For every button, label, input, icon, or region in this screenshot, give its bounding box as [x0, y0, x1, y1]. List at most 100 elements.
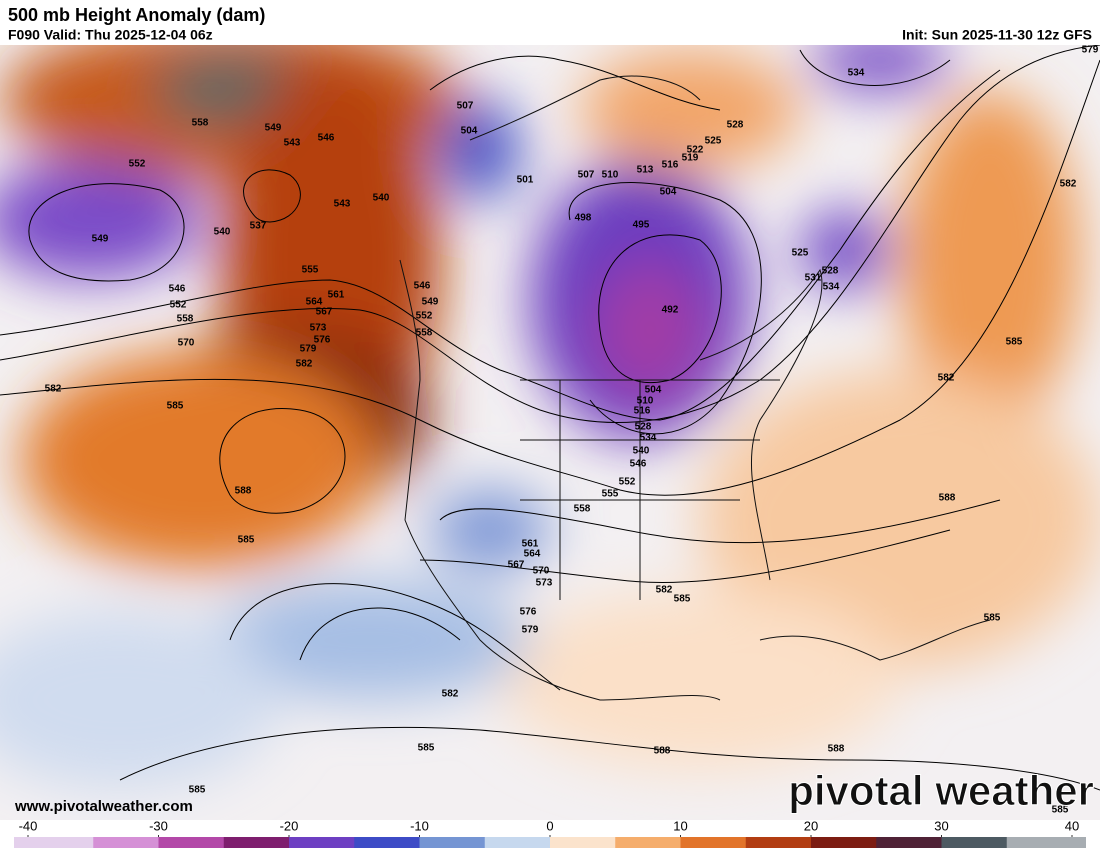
contour-label: 507 [457, 101, 474, 112]
contour-label: 528 [822, 266, 839, 277]
contour-label: 540 [633, 446, 650, 457]
colorbar-swatch [941, 837, 1008, 848]
logo: pivotal weather [788, 767, 1094, 814]
contour-label: 504 [660, 187, 677, 198]
contour-label: 525 [792, 248, 809, 259]
contour-label: 549 [422, 297, 439, 308]
contour-label: 585 [418, 743, 435, 754]
contour-label: 492 [662, 305, 679, 316]
contour-label: 516 [662, 160, 679, 171]
map-title: 500 mb Height Anomaly (dam) [8, 5, 265, 25]
contour-label: 582 [45, 384, 62, 395]
colorbar-tick-label: -40 [19, 818, 38, 833]
contour-label: 573 [536, 578, 553, 589]
contour-label: 570 [533, 566, 550, 577]
contour-label: 501 [517, 175, 534, 186]
contour-label: 558 [192, 118, 209, 129]
contour-label: 546 [318, 133, 335, 144]
contour-label: 561 [328, 290, 345, 301]
contour-label: 549 [265, 123, 282, 134]
colorbar-swatch [550, 837, 616, 848]
contour-label: 564 [524, 549, 541, 560]
contour-label: 576 [314, 335, 331, 346]
contour-label: 540 [214, 227, 231, 238]
contour-label: 549 [92, 234, 109, 245]
colorbar-tick-label: -10 [410, 818, 429, 833]
contour-label: 540 [373, 193, 390, 204]
colorbar-swatch [419, 837, 486, 848]
contour-label: 585 [984, 613, 1001, 624]
contour-label: 564 [306, 297, 323, 308]
contour-label: 582 [296, 359, 313, 370]
contour-label: 546 [169, 284, 186, 295]
contour-label: 528 [727, 120, 744, 131]
contour-label: 588 [235, 486, 252, 497]
contour-label: 585 [238, 535, 255, 546]
contour-label: 588 [828, 744, 845, 755]
contour-label: 519 [682, 153, 699, 164]
colorbar-swatch [615, 837, 681, 848]
contour-label: 498 [575, 213, 592, 224]
contour-label: 495 [633, 220, 650, 231]
contour-label: 534 [640, 433, 657, 444]
colorbar-swatch [93, 837, 159, 848]
contour-label: 570 [178, 338, 195, 349]
contour-label: 558 [574, 504, 591, 515]
contour-label: 585 [1006, 337, 1023, 348]
height-contours [0, 45, 1100, 791]
contour-label: 579 [300, 344, 317, 355]
contour-label: 558 [177, 314, 194, 325]
colorbar-tick-label: 30 [934, 818, 948, 833]
contour-label: 567 [316, 307, 333, 318]
contour-label: 582 [1060, 179, 1077, 190]
contour-label: 531 [805, 273, 822, 284]
contour-label: 546 [630, 459, 647, 470]
contour-label: 534 [848, 68, 865, 79]
colorbar-tick-label: -30 [149, 818, 168, 833]
contour-label: 552 [129, 159, 146, 170]
colorbar-swatch [811, 837, 877, 848]
contour-label: 510 [637, 396, 654, 407]
colorbar-swatch [1006, 837, 1073, 848]
colorbar-tick-label: 0 [546, 818, 553, 833]
contour-label: 525 [705, 136, 722, 147]
contour-label: 582 [656, 585, 673, 596]
contour-label: 585 [674, 594, 691, 605]
contour-label: 582 [938, 373, 955, 384]
colorbar-tick-label: 10 [673, 818, 687, 833]
contour-label: 582 [442, 689, 459, 700]
contour-label: 576 [520, 607, 537, 618]
colorbar-swatch [745, 837, 812, 848]
contour-label: 588 [939, 493, 956, 504]
colorbar-tick-label: -20 [280, 818, 299, 833]
init-time: Init: Sun 2025-11-30 12z GFS [902, 27, 1092, 43]
contour-label: 504 [645, 385, 662, 396]
contour-label: 552 [170, 300, 187, 311]
contour-label: 561 [522, 539, 539, 550]
colorbar-swatch [223, 837, 290, 848]
anomaly-field [0, 45, 1100, 820]
contour-label: 552 [416, 311, 433, 322]
colorbar-tick-label: 40 [1065, 818, 1079, 833]
contour-label: 579 [1082, 45, 1099, 56]
contour-label: 504 [461, 126, 478, 137]
colorbar-end [1072, 837, 1086, 848]
contour-label: 552 [619, 477, 636, 488]
contour-label: 537 [250, 221, 267, 232]
contour-label: 516 [634, 406, 651, 417]
colorbar-tick-label: 20 [804, 818, 818, 833]
contour-label: 567 [508, 560, 525, 571]
contour-label: 555 [602, 489, 619, 500]
contour-label: 510 [602, 170, 619, 181]
coastlines [399, 75, 991, 701]
contour-label: 543 [284, 138, 301, 149]
contour-label: 585 [1052, 805, 1069, 816]
contour-label: 528 [635, 422, 652, 433]
colorbar-swatch [484, 837, 551, 848]
colorbar: -40 -30 -20 -10 0 10 20 30 40 [14, 818, 1086, 848]
contour-label: 585 [189, 785, 206, 796]
valid-time: F090 Valid: Thu 2025-12-04 06z [8, 27, 213, 43]
contour-label: 507 [578, 170, 595, 181]
